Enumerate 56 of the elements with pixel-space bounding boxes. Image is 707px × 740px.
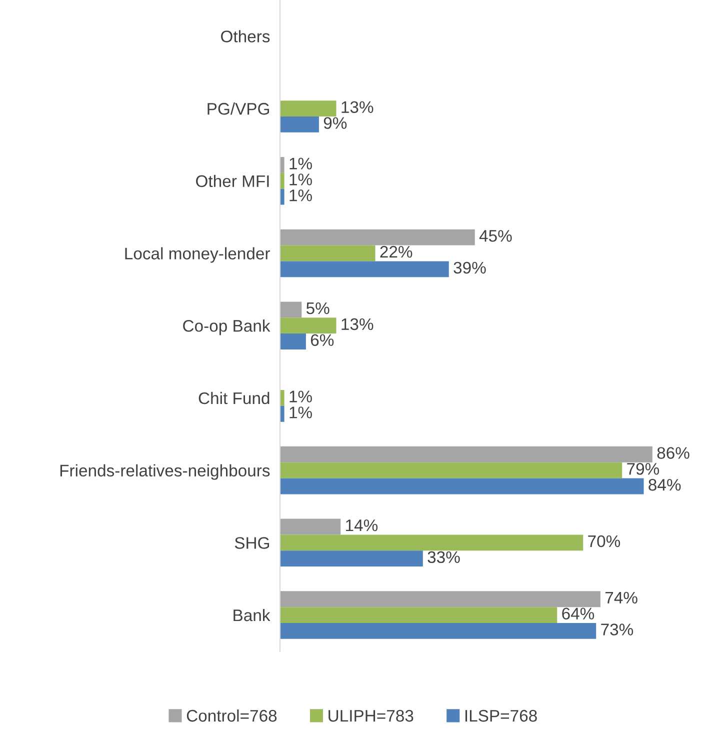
data-label: 33% [428, 551, 460, 564]
data-label: 86% [657, 447, 690, 459]
bar [280, 462, 622, 478]
y-tick-label: Bank [234, 608, 270, 622]
data-label: 84% [648, 478, 681, 491]
y-tick-label: Chit Fund [198, 392, 270, 404]
data-label: 70% [588, 535, 620, 548]
data-label: 6% [310, 334, 334, 346]
bar [280, 157, 284, 173]
data-label: 1% [290, 190, 312, 202]
y-tick-label: Other MFI [196, 174, 269, 188]
bar [280, 229, 475, 246]
y-tick-label: Friends-relatives-neighbours [60, 464, 270, 480]
data-label: 22% [380, 246, 412, 258]
bar [280, 622, 596, 639]
bar [280, 302, 302, 318]
data-label: 1% [290, 158, 312, 170]
bar [280, 607, 558, 623]
bar [280, 478, 644, 494]
bar [280, 550, 423, 567]
data-label: 79% [627, 462, 660, 475]
bar [280, 116, 319, 132]
data-label: 73% [601, 624, 634, 636]
y-tick-label: Local money-lender [125, 247, 270, 263]
bar [280, 334, 306, 350]
data-label: 74% [605, 592, 638, 604]
bar [280, 390, 284, 406]
bar [280, 518, 341, 535]
bar [280, 172, 284, 189]
bar [280, 261, 449, 278]
legend-label: ULIPH=783 [328, 710, 414, 722]
data-label: 1% [290, 174, 312, 186]
bar [280, 534, 584, 551]
y-tick-label: Co-op Bank [183, 320, 270, 336]
bar [280, 188, 284, 205]
data-label: 45% [479, 230, 512, 242]
data-label: 5% [306, 302, 330, 314]
bar [280, 245, 376, 262]
legend-label: Control=768 [186, 709, 277, 722]
data-label: 1% [290, 390, 312, 402]
y-tick-label: SHG [234, 537, 270, 549]
data-label: 39% [454, 262, 486, 274]
y-tick-label: PG/VPG [208, 102, 270, 115]
bar [280, 446, 652, 462]
y-tick-label: Others [221, 30, 270, 42]
bar [280, 318, 336, 334]
data-label: 9% [324, 117, 347, 129]
data-label: 13% [342, 318, 374, 330]
bar [280, 100, 336, 116]
data-label: 1% [290, 406, 312, 418]
bar [280, 406, 284, 422]
legend-label: ILSP=768 [465, 710, 537, 722]
bar [280, 591, 600, 608]
data-label: 64% [562, 608, 594, 620]
data-label: 13% [342, 101, 374, 114]
data-label: 14% [346, 519, 378, 532]
